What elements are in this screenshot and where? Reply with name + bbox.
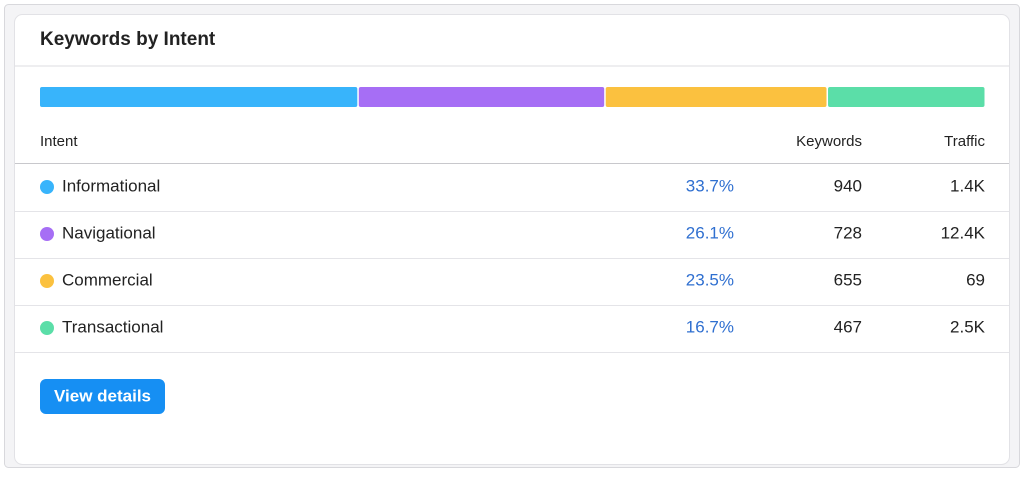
intent-name: Commercial: [62, 270, 153, 289]
card-title: Keywords by Intent: [40, 29, 216, 50]
intent-name: Navigational: [62, 223, 156, 242]
traffic-value: 2.5K: [950, 317, 986, 336]
keywords-count: 467: [834, 317, 862, 336]
column-header: Traffic: [944, 133, 985, 150]
intent-name: Transactional: [62, 317, 163, 336]
button-bg[interactable]: [40, 379, 165, 414]
intent-dot: [40, 321, 54, 335]
keywords-count: 655: [834, 270, 862, 289]
intent-dot: [40, 227, 54, 241]
intent-bar-segment: [828, 87, 985, 107]
intent-share: 33.7%: [686, 176, 734, 195]
intent-share: 16.7%: [686, 317, 734, 336]
intent-dot: [40, 274, 54, 288]
traffic-value: 1.4K: [950, 176, 986, 195]
column-header: Intent: [40, 133, 78, 150]
view-details-button[interactable]: View details: [40, 379, 165, 414]
intent-dot: [40, 180, 54, 194]
traffic-value: 69: [966, 270, 985, 289]
button-label[interactable]: View details: [54, 386, 151, 405]
keywords-count: 940: [834, 176, 862, 195]
intent-share: 23.5%: [686, 270, 734, 289]
intent-share: 26.1%: [686, 223, 734, 242]
intent-bar-segment: [605, 87, 827, 107]
intent-bar-segment: [358, 87, 605, 107]
column-header: Keywords: [796, 133, 862, 150]
intent-name: Informational: [62, 176, 160, 195]
intent-bar-segment: [40, 87, 358, 107]
traffic-value: 12.4K: [941, 223, 986, 242]
keywords-count: 728: [834, 223, 862, 242]
